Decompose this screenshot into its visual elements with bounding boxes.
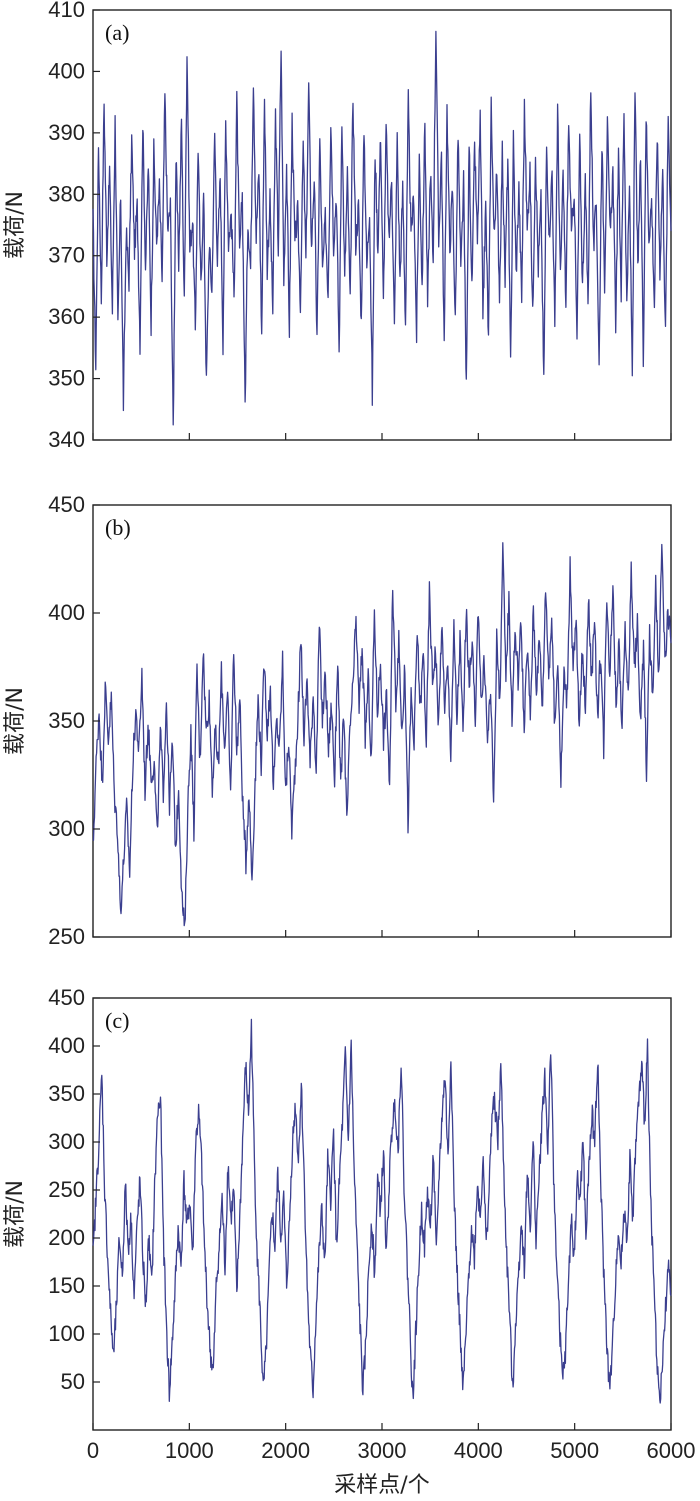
panel-label: (b) (105, 515, 131, 540)
y-tick-label: 400 (48, 1033, 85, 1058)
chart-panel-1: 340 350 360 370 380 390 400 410 载荷/N (a) (3, 0, 672, 452)
y-tick-label: 400 (48, 58, 85, 83)
y-tick-label: 340 (48, 427, 85, 452)
chart-panel-2: 250 300 350 400 450 载荷/N (b) (3, 492, 672, 949)
panel-label: (c) (105, 1008, 129, 1033)
x-tick-label: 4000 (454, 1438, 503, 1463)
y-tick-label: 350 (48, 1081, 85, 1106)
x-tick-label: 2000 (261, 1438, 310, 1463)
panel-label: (a) (105, 20, 129, 45)
y-tick-label: 350 (48, 366, 85, 391)
x-tick-label: 6000 (647, 1438, 696, 1463)
y-axis-label: 载荷/N (3, 1180, 28, 1248)
series-line (92, 542, 672, 927)
y-tick-label: 250 (48, 924, 85, 949)
x-axis-label: 采样点/个 (334, 1473, 429, 1498)
y-tick-label: 50 (61, 1369, 85, 1394)
y-tick-label: 300 (48, 1129, 85, 1154)
y-tick-label: 390 (48, 120, 85, 145)
y-tick-label: 450 (48, 492, 85, 517)
y-tick-label: 200 (48, 1225, 85, 1250)
series-line (92, 1018, 672, 1404)
y-axis-label: 载荷/N (3, 687, 28, 755)
x-tick-label: 1000 (165, 1438, 214, 1463)
y-tick-label: 150 (48, 1273, 85, 1298)
y-tick-label: 100 (48, 1321, 85, 1346)
y-tick-label: 350 (48, 708, 85, 733)
y-tick-label: 370 (48, 243, 85, 268)
x-tick-label: 5000 (550, 1438, 599, 1463)
plot-frame (92, 504, 672, 938)
y-tick-label: 400 (48, 600, 85, 625)
chart-panel-3: 50 100 150 200 250 300 350 400 450 0 1000 2000 3000 4… (3, 985, 695, 1498)
series-line (92, 30, 672, 426)
plot-frame (92, 997, 672, 1431)
y-tick-label: 360 (48, 304, 85, 329)
y-tick-label: 450 (48, 985, 85, 1010)
y-tick-label: 250 (48, 1177, 85, 1202)
y-tick-label: 380 (48, 181, 85, 206)
y-tick-label: 300 (48, 816, 85, 841)
x-tick-label: 3000 (358, 1438, 407, 1463)
y-tick-label: 410 (48, 0, 85, 22)
y-axis-label: 载荷/N (3, 191, 28, 259)
x-tick-label: 0 (87, 1438, 99, 1463)
